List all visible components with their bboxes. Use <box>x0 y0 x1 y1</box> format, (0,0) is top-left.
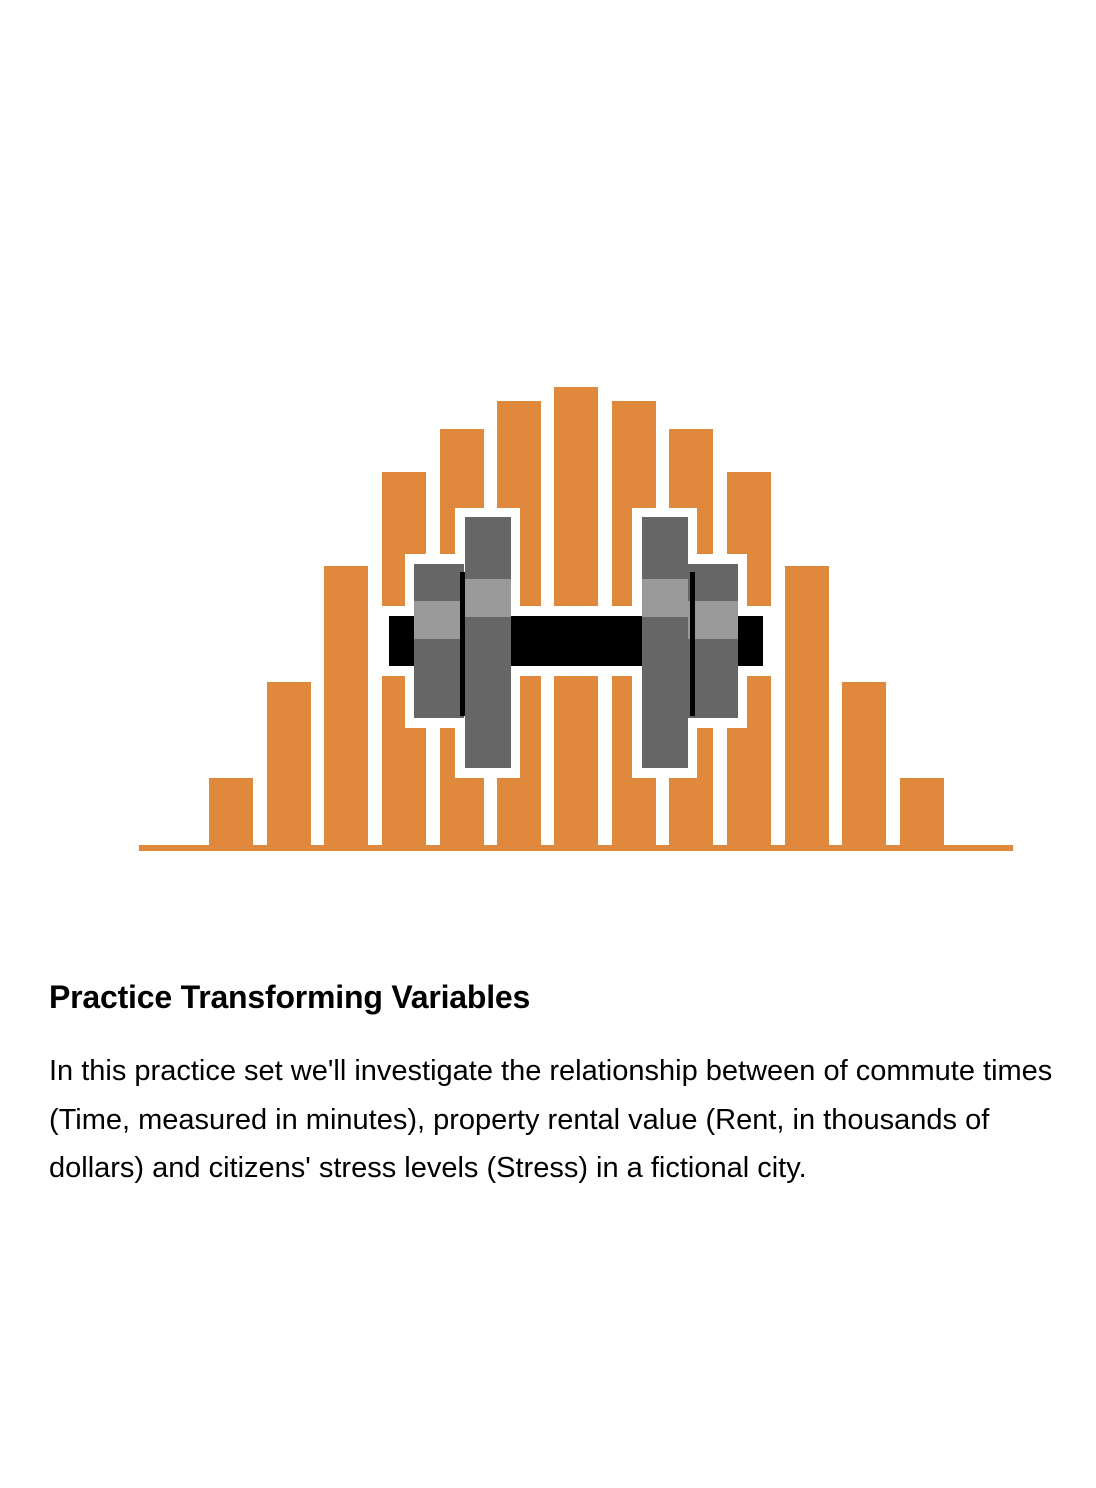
dumbbell-over-histogram-icon <box>139 387 1013 851</box>
dumbbell-plate-left-large <box>465 517 511 768</box>
dumbbell-plate-right-large <box>642 517 688 768</box>
dumbbell-plate-left-small <box>414 564 464 718</box>
histogram-bar <box>785 566 829 848</box>
page-description: In this practice set we'll investigate t… <box>49 1055 1053 1184</box>
histogram-bar <box>324 566 368 848</box>
hero-illustration <box>139 387 1013 851</box>
histogram-bar <box>900 778 944 848</box>
page-title: Practice Transforming Variables <box>49 979 531 1015</box>
practice-card: Practice Transforming Variables In this … <box>49 975 1074 1193</box>
dumbbell-icon <box>389 517 763 768</box>
histogram-bar <box>842 682 886 848</box>
histogram-bar <box>209 778 253 848</box>
histogram-bar <box>267 682 311 848</box>
dumbbell-plate-right-small <box>688 564 738 718</box>
